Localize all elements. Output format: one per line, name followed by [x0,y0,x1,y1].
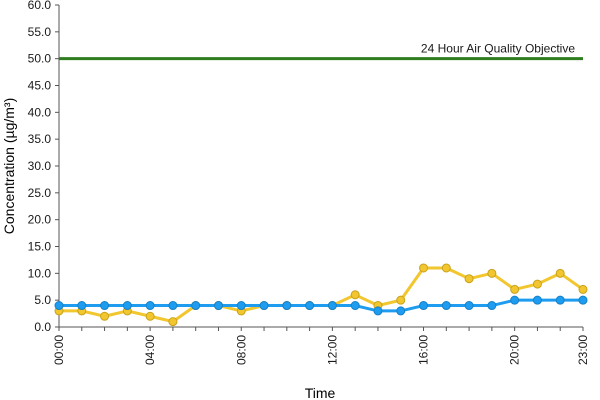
y-tick-label: 50.0 [28,52,52,66]
series-2-point [487,301,497,311]
series-2-point [213,301,223,311]
objective-line-group: 24 Hour Air Quality Objective [59,42,583,61]
y-tick-label: 35.0 [28,132,52,146]
series-2-point [145,301,155,311]
y-tick-label: 60.0 [28,0,52,12]
y-tick-label: 30.0 [28,159,52,173]
series-2-point [327,301,337,311]
series-2-point [191,301,201,311]
y-axis-title: Concentration (µg/m³) [1,98,17,234]
series-2-line [59,298,583,313]
series-1-point [145,311,155,321]
series-1-point [350,290,360,300]
series-2-point [441,301,451,311]
axes: 0.0 5.0 10.0 15.0 20.0 25.0 30.0 35.0 40.0 45.0 50… [28,0,590,365]
series-2-point [396,306,406,316]
series-1-point [510,284,520,294]
y-tick-label: 40.0 [28,105,52,119]
y-tick-label: 5.0 [34,293,51,307]
series-group [54,263,588,327]
y-tick-label: 15.0 [28,240,52,254]
series-1-point [168,317,178,327]
x-tick-label: 04:00 [143,335,157,365]
series-2-point [578,295,588,305]
x-tick-label: 08:00 [234,335,248,365]
y-tick-label: 0.0 [34,320,51,334]
x-tick-label: 12:00 [325,335,339,365]
air-quality-objective-label: 24 Hour Air Quality Objective [421,42,575,56]
y-tick-label: 25.0 [28,186,52,200]
series-2-point [122,301,132,311]
x-tick-label: 20:00 [508,335,522,365]
y-tick-label: 45.0 [28,79,52,93]
series-2-point [305,301,315,311]
y-tick-label: 20.0 [28,213,52,227]
series-2-point [373,306,383,316]
series-2-point [77,301,87,311]
series-1-point [100,311,110,321]
series-2-point [236,301,246,311]
series-2-point [100,301,110,311]
series-1-point [487,268,497,278]
series-1-point [419,263,429,273]
series-2-point [282,301,292,311]
series-1-point [532,279,542,289]
x-tick-label: 16:00 [417,335,431,365]
y-tick-label: 55.0 [28,25,52,39]
series-2-point [510,295,520,305]
series-2-point [419,301,429,311]
series-1-point [578,284,588,294]
series-1-point [441,263,451,273]
series-1-point [464,274,474,284]
series-1-line [59,266,584,324]
series-1-point [396,295,406,305]
series-2-point [532,295,542,305]
series-2-point [259,301,269,311]
series-2-point [555,295,565,305]
series-1-point [555,268,565,278]
series-2-point [464,301,474,311]
series-2-point [350,301,360,311]
x-axis-title: Time [305,385,336,400]
y-tick-label: 10.0 [28,266,52,280]
x-tick-label: 00:00 [52,335,66,365]
series-2-point [168,301,178,311]
x-tick-label: 23:00 [576,335,590,365]
series-2-point [54,301,64,311]
